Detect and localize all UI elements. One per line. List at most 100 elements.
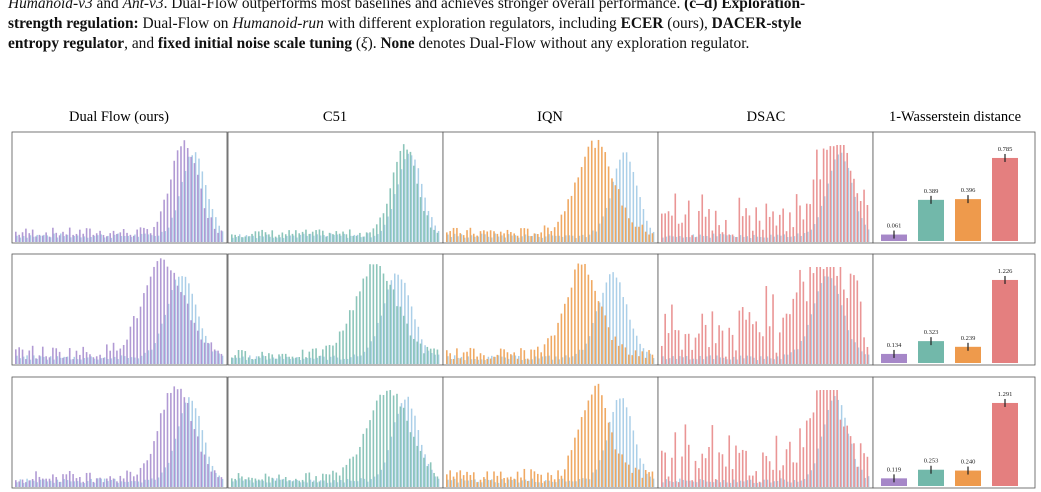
true-dist-bar (575, 481, 577, 487)
true-dist-bar (235, 237, 238, 242)
model-dist-bar (641, 477, 644, 487)
model-dist-bar (278, 234, 280, 242)
model-dist-bar (433, 472, 435, 487)
true-dist-bar (218, 225, 220, 242)
true-dist-bar (164, 231, 167, 242)
true-dist-bar (817, 217, 819, 242)
true-dist-bar (652, 478, 655, 487)
true-dist-bar (732, 479, 735, 487)
true-dist-bar (373, 476, 376, 487)
true-dist-bar (571, 356, 574, 364)
model-dist-bar (274, 236, 277, 242)
model-dist-bar (45, 478, 47, 487)
model-dist-bar (604, 152, 607, 242)
model-dist-bar (721, 330, 724, 364)
true-dist-bar (33, 236, 35, 242)
model-dist-bar (628, 464, 630, 487)
model-dist-bar (234, 234, 236, 242)
true-dist-bar (679, 356, 681, 364)
model-dist-bar (132, 316, 135, 364)
model-dist-bar (684, 214, 687, 242)
model-dist-bar (704, 324, 707, 364)
model-dist-bar (254, 231, 257, 242)
true-dist-bar (827, 409, 829, 487)
model-dist-bar (533, 349, 536, 364)
model-dist-bar (237, 350, 240, 364)
model-dist-bar (213, 470, 216, 487)
true-dist-bar (810, 470, 813, 487)
true-dist-bar (204, 335, 207, 364)
model-dist-bar (176, 389, 179, 487)
true-dist-bar (167, 227, 170, 242)
true-dist-bar (252, 235, 254, 242)
true-dist-bar (171, 290, 173, 364)
model-dist-bar (264, 473, 267, 487)
model-dist-bar (849, 436, 852, 487)
true-dist-bar (410, 155, 413, 242)
histogram-iqn-row-2 (442, 253, 659, 366)
true-dist-bar (460, 356, 463, 364)
true-dist-bar (188, 283, 190, 364)
true-dist-bar (753, 482, 755, 487)
model-dist-bar (459, 358, 462, 364)
true-dist-bar (706, 236, 708, 242)
true-dist-bar (178, 276, 180, 364)
true-dist-bar (480, 482, 483, 487)
model-dist-bar (257, 479, 260, 487)
true-dist-bar (736, 359, 738, 364)
true-dist-bar (147, 234, 150, 242)
true-dist-bar (63, 236, 65, 242)
model-dist-bar (72, 359, 74, 364)
true-dist-bar (124, 235, 126, 242)
true-dist-bar (665, 479, 668, 487)
model-dist-bar (611, 339, 613, 364)
true-dist-bar (390, 436, 393, 487)
model-dist-bar (21, 232, 24, 242)
true-dist-bar (73, 235, 76, 242)
true-dist-bar (786, 236, 789, 242)
true-dist-bar (850, 443, 853, 487)
true-dist-bar (453, 355, 456, 364)
true-dist-bar (491, 237, 493, 242)
true-dist-bar (517, 237, 520, 242)
model-dist-bar (664, 313, 666, 364)
true-dist-bar (646, 351, 648, 364)
model-dist-bar (476, 482, 478, 487)
model-dist-bar (516, 471, 519, 487)
true-dist-bar (80, 482, 82, 487)
histogram-dual-flow-row-2 (11, 253, 228, 366)
true-dist-bar (262, 480, 265, 487)
histogram-iqn-row-1 (442, 131, 659, 244)
model-dist-bar (456, 227, 458, 242)
model-dist-bar (550, 335, 553, 364)
true-dist-bar (107, 235, 109, 242)
true-dist-bar (612, 272, 614, 364)
model-dist-bar (728, 435, 731, 487)
true-dist-bar (759, 237, 762, 242)
model-dist-bar (213, 228, 216, 242)
model-dist-bar (809, 418, 811, 487)
model-dist-bar (257, 231, 260, 242)
model-dist-bar (295, 230, 297, 242)
true-dist-bar (33, 480, 35, 487)
model-dist-bar (698, 210, 700, 242)
model-dist-bar (288, 480, 290, 487)
model-dist-bar (580, 264, 583, 364)
true-dist-bar (414, 319, 416, 364)
true-dist-bar (649, 353, 651, 364)
true-dist-bar (514, 479, 517, 487)
model-dist-bar (217, 350, 219, 364)
model-dist-bar (631, 472, 634, 487)
true-dist-bar (397, 184, 399, 242)
true-dist-bar (346, 479, 349, 487)
true-dist-bar (63, 479, 65, 487)
model-dist-bar (193, 322, 196, 364)
true-dist-bar (807, 231, 809, 242)
true-dist-bar (333, 480, 335, 487)
model-dist-bar (577, 429, 580, 487)
model-dist-bar (338, 475, 341, 487)
true-dist-bar (93, 482, 96, 487)
figure-caption: Humanoid-v3 and Ant-v3. Dual-Flow outper… (8, 0, 1034, 54)
model-dist-bar (423, 353, 425, 364)
true-dist-bar (221, 355, 224, 364)
